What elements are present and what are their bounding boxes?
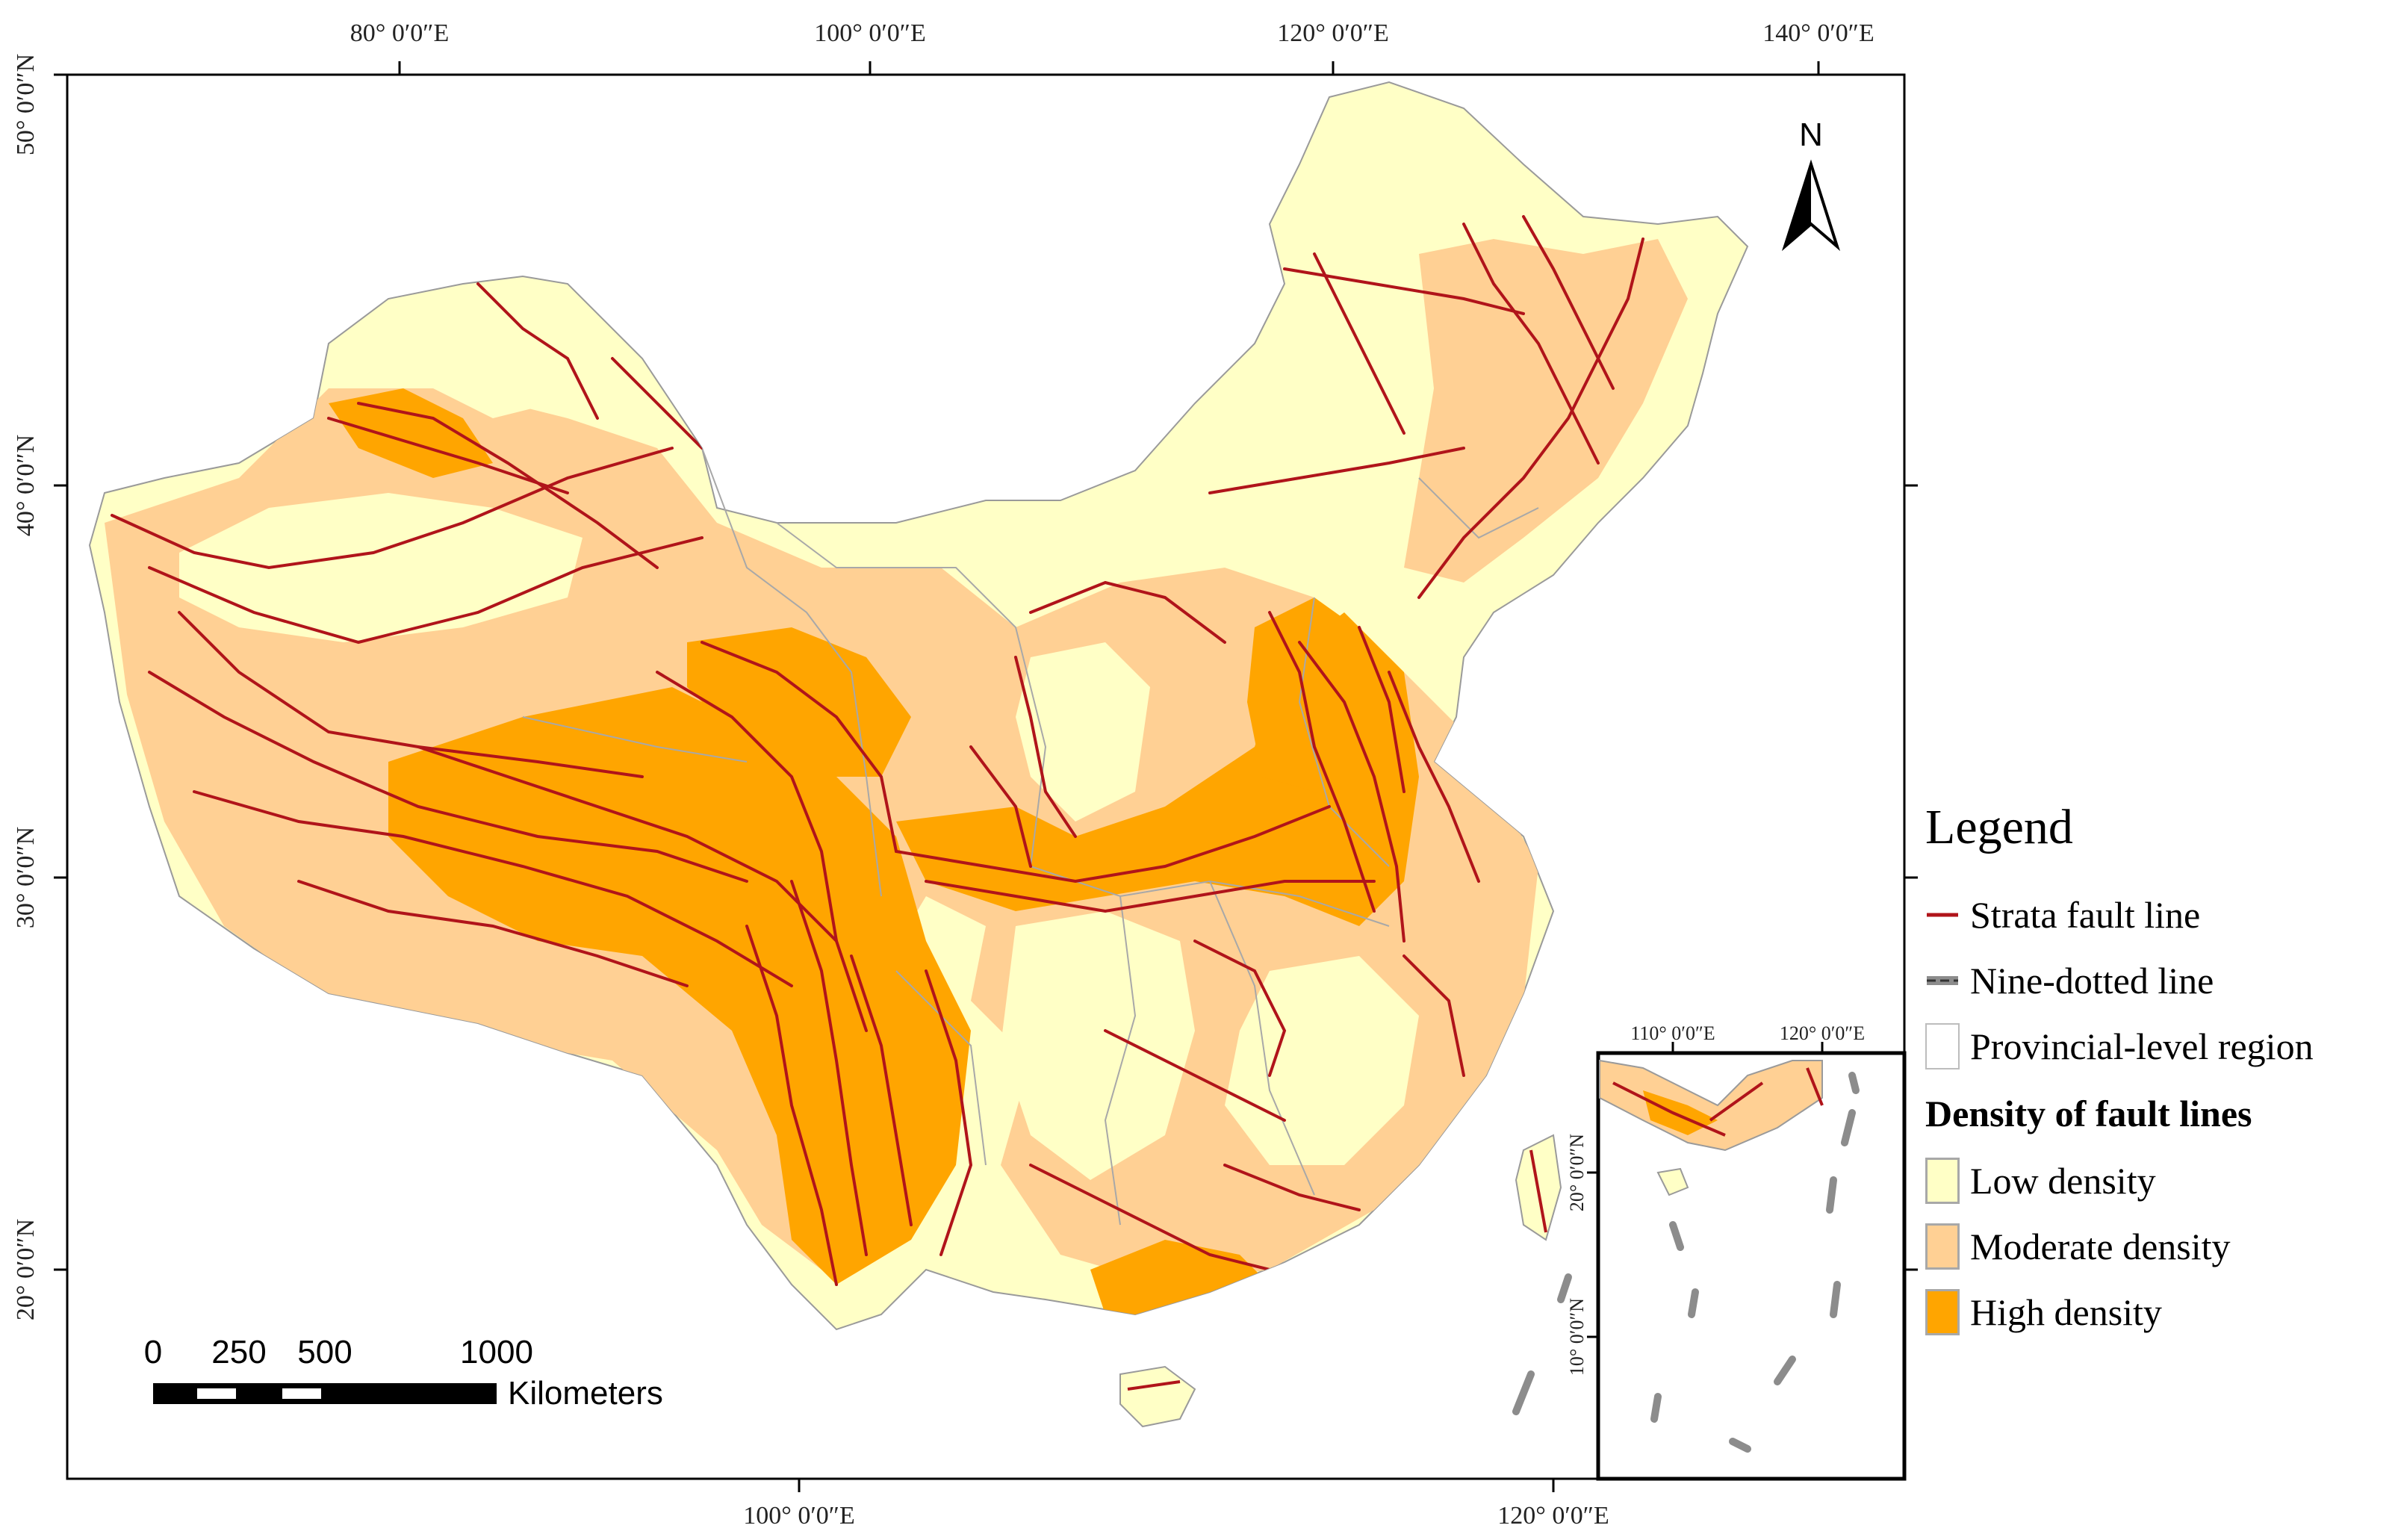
fault-line-icon [1927,913,1958,917]
graticule-ticks [54,61,1918,1492]
south-china-sea-inset: 110° 0′0″E 120° 0′0″E 20° 0′0″N 10° 0′0″… [1566,1022,1907,1481]
legend-label-high: High density [1970,1291,2162,1333]
inset-coast [1599,1059,1823,1152]
legend-item-province: Provincial-level region [1925,1013,2388,1079]
legend-label-nine-dotted: Nine-dotted line [1970,960,2214,1002]
high-zone-taihang [1247,597,1367,792]
legend-title: Legend [1925,800,2073,854]
scale-label-500: 500 [297,1334,352,1370]
tick-left-20n: 20° 0′0″N [12,1219,40,1320]
inset-hainan [1656,1167,1689,1196]
legend-label-fault: Strata fault line [1970,894,2201,936]
scale-bar: 0 250 500 1000 Kilometers [144,1334,663,1412]
inset-nine-dotted-line [1650,1072,1860,1453]
inset-tick-left-1: 20° 0′0″N [1566,1134,1588,1211]
legend-label-province: Provincial-level region [1970,1025,2314,1067]
low-zone-ordos [1016,642,1150,822]
north-arrow: N [1781,117,1841,252]
scale-label-250: 250 [211,1334,266,1370]
legend-density-title: Density of fault lines [1925,1093,2252,1134]
tick-bottom-120e: 120° 0′0″E [1497,1502,1609,1530]
north-arrow-label: N [1799,117,1823,153]
legend-item-high: High density [1925,1279,2388,1345]
nine-dotted-line-icon [1927,976,1958,985]
legend-item-low: Low density [1925,1148,2388,1214]
legend-item-nine-dotted: Nine-dotted line [1925,948,2388,1013]
legend: Legend Strata fault line Nine-dotted lin… [1925,803,2388,1345]
tick-left-50n: 50° 0′0″N [12,54,40,155]
tick-top-100e: 100° 0′0″E [814,19,925,47]
scale-label-1000: 1000 [460,1334,533,1370]
inset-tick-top-1: 110° 0′0″E [1630,1022,1715,1044]
legend-label-low: Low density [1970,1160,2156,1202]
tick-bottom-100e: 100° 0′0″E [743,1502,854,1530]
hainan-fault [1127,1380,1181,1391]
legend-item-moderate: Moderate density [1925,1214,2388,1279]
province-swatch-icon [1925,1023,1960,1069]
high-density-swatch-icon [1925,1289,1960,1335]
tick-top-120e: 120° 0′0″E [1277,19,1388,47]
scale-unit: Kilometers [508,1375,663,1412]
tick-top-140e: 140° 0′0″E [1762,19,1874,47]
legend-item-fault: Strata fault line [1925,882,2388,948]
inset-tick-left-2: 10° 0′0″N [1566,1298,1588,1376]
legend-label-moderate: Moderate density [1970,1226,2231,1267]
moderate-density-swatch-icon [1925,1223,1960,1270]
low-density-swatch-icon [1925,1158,1960,1204]
inset-axis-ticks [1587,1042,1824,1338]
moderate-zone-northeast [1404,239,1688,583]
low-zone-sichuan [1001,911,1195,1180]
fault-lines [111,215,1644,1286]
scale-label-0: 0 [144,1334,162,1370]
tick-top-80e: 80° 0′0″E [350,19,449,47]
nine-dotted-line [1512,1273,1572,1415]
inset-faults [1612,1067,1824,1137]
inset-tick-top-2: 120° 0′0″E [1780,1022,1865,1044]
tick-left-30n: 30° 0′0″N [12,827,40,928]
provincial-boundaries [522,447,1539,1226]
low-zone-tarim [179,493,583,642]
taiwan-fault [1529,1149,1547,1233]
tick-left-40n: 40° 0′0″N [12,435,40,536]
low-zone-dzungaria [418,299,553,418]
